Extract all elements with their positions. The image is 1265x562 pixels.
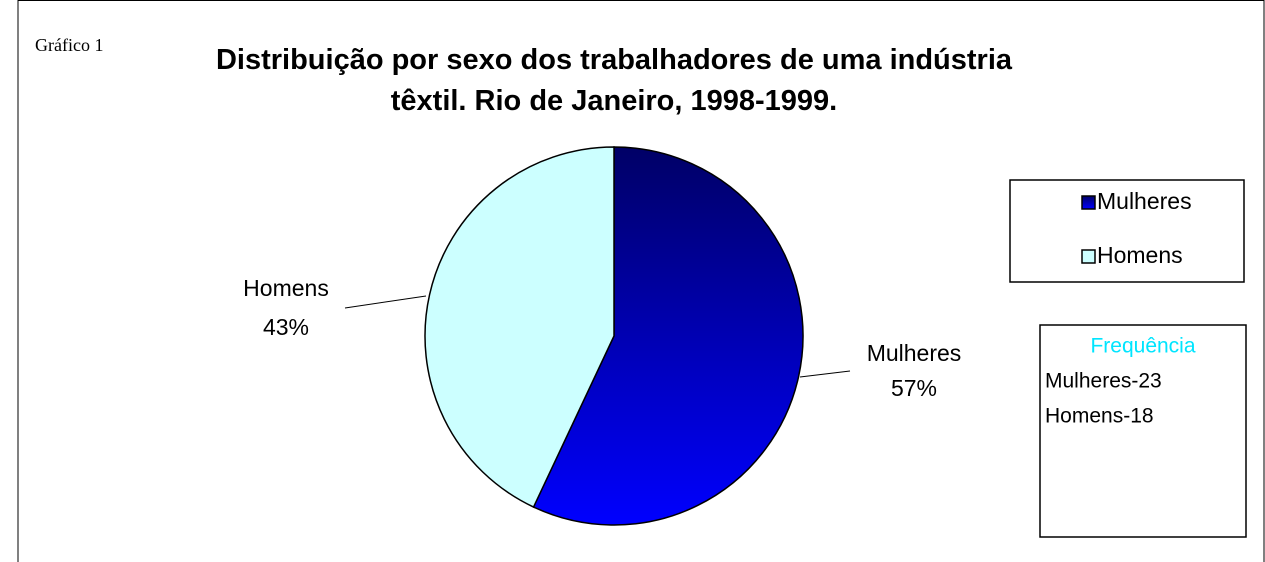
pie-slice xyxy=(424,146,615,509)
legend-swatch xyxy=(1081,195,1096,210)
slice-category-label: Homens xyxy=(243,275,329,301)
chart-label: Gráfico 1 xyxy=(35,35,103,55)
leader-line xyxy=(799,370,851,378)
annotation-line: Homens-18 xyxy=(1045,405,1154,428)
legend-label: Mulheres xyxy=(1097,188,1192,214)
slice-category-label: Mulheres xyxy=(867,340,962,366)
legend-label: Homens xyxy=(1097,242,1183,268)
chart-title: Distribuição por sexo dos trabalhadores … xyxy=(215,44,1013,117)
leader-line xyxy=(344,295,427,309)
slice-value-label: 57% xyxy=(891,375,937,401)
annotation-box xyxy=(1039,324,1247,538)
annotation-title: Frequência xyxy=(1090,335,1195,358)
legend-swatch xyxy=(1081,249,1096,264)
legend-box xyxy=(1009,179,1245,283)
annotation-line: Mulheres-23 xyxy=(1045,370,1162,393)
pie-slice xyxy=(532,146,804,526)
frame xyxy=(17,0,1265,562)
slice-value-label: 43% xyxy=(263,314,309,340)
